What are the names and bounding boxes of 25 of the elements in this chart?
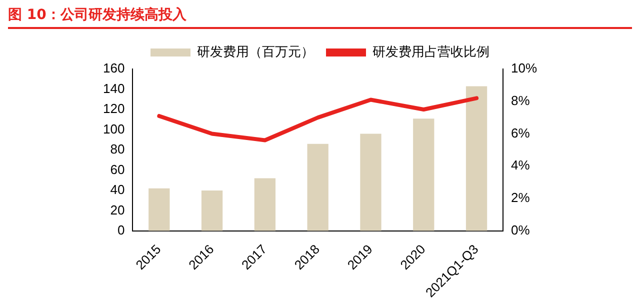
y2-tick-label: 8% xyxy=(510,92,530,108)
bar xyxy=(360,134,382,231)
legend-label: 研发费用占营收比例 xyxy=(372,44,490,60)
y2-tick-label: 4% xyxy=(510,158,530,173)
y-tick-label: 120 xyxy=(102,101,125,116)
y2-tick-label: 0% xyxy=(510,222,530,238)
y-tick-label: 20 xyxy=(110,202,125,218)
chart-title: 图 10：公司研发持续高投入 xyxy=(8,6,632,29)
bar xyxy=(148,188,170,231)
legend-label: 研发费用（百万元） xyxy=(197,44,314,60)
bar xyxy=(466,86,488,231)
y-tick-label: 160 xyxy=(102,60,125,76)
bar xyxy=(307,144,328,231)
y-tick-label: 40 xyxy=(110,182,125,198)
y-tick-label: 100 xyxy=(102,121,125,136)
y-tick-label: 140 xyxy=(102,80,125,96)
y2-tick-label: 6% xyxy=(510,125,530,140)
y2-tick-label: 10% xyxy=(510,60,538,76)
y-tick-label: 60 xyxy=(110,162,125,177)
bar xyxy=(413,118,434,231)
y-tick-label: 0 xyxy=(117,222,125,238)
bar xyxy=(254,178,276,231)
y2-tick-label: 2% xyxy=(510,190,530,206)
bar xyxy=(201,190,223,231)
y-tick-label: 80 xyxy=(110,142,125,157)
